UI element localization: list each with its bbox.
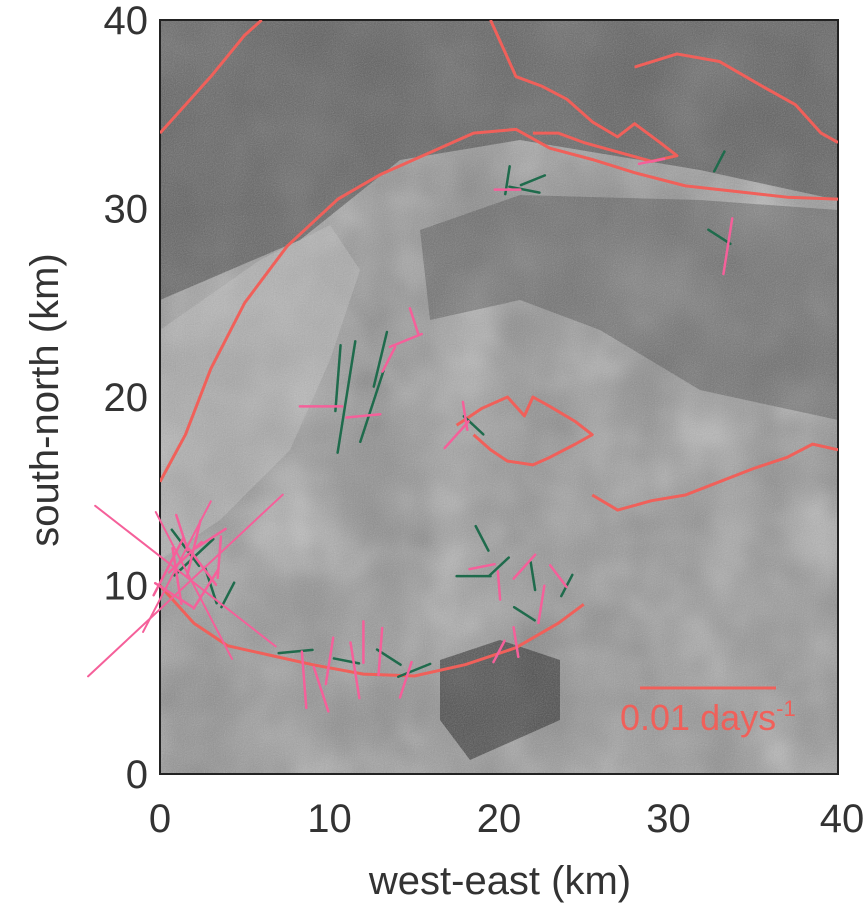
- green-strain-tick-16: [359, 369, 385, 444]
- pink-strain-tick-11: [300, 650, 308, 710]
- glacier-outline-3: [455, 395, 594, 467]
- pink-strain-tick-21: [537, 584, 546, 625]
- pink-strain-tick-22: [548, 563, 568, 589]
- glacier-outline-2: [160, 584, 585, 678]
- green-strain-tick-24: [713, 150, 726, 173]
- pink-strain-tick-27: [388, 332, 423, 349]
- green-strain-tick-11: [529, 560, 537, 592]
- pink-strain-tick-4: [186, 519, 202, 577]
- pink-strain-tick-12: [324, 636, 335, 686]
- x-tick-label-30: 30: [646, 797, 691, 841]
- pink-strain-tick-14: [377, 626, 384, 677]
- green-strain-tick-23: [707, 228, 732, 246]
- pink-strain-tick-34: [722, 217, 734, 276]
- plot-frame: [159, 19, 839, 775]
- green-strain-tick-3: [220, 581, 236, 609]
- pink-strain-tick-13: [349, 641, 361, 700]
- glacier-outline-5: [160, 20, 263, 135]
- pink-strain-tick-30: [443, 420, 470, 450]
- green-strain-tick-1: [170, 528, 201, 568]
- pink-strain-tick-23: [512, 625, 520, 659]
- long-pink-strain-tick-4: [154, 511, 234, 660]
- x-tick-label-0: 0: [149, 797, 171, 841]
- pink-strain-tick-6: [194, 527, 227, 550]
- pink-strain-tick-29: [381, 345, 397, 373]
- y-axis-ticks: 0 10 20 30 40: [104, 0, 149, 797]
- y-tick-label-0: 0: [126, 753, 148, 797]
- x-tick-label-40: 40: [820, 797, 865, 841]
- pink-strain-tick-9: [174, 513, 190, 552]
- pink-strain-tick-7: [153, 581, 194, 608]
- pink-strain-tick-15: [398, 660, 413, 699]
- pink-strain-tick-10: [192, 568, 220, 610]
- green-strain-tick-14: [512, 605, 536, 622]
- pink-strain-tick-31: [461, 400, 469, 432]
- y-tick-label-20: 20: [104, 376, 149, 420]
- long-pink-strain-tick-3: [142, 500, 212, 633]
- pink-strain-tick-33: [637, 157, 666, 166]
- pink-strain-tick-18: [468, 562, 496, 571]
- x-tick-label-20: 20: [477, 797, 522, 841]
- glacier-outline-4: [591, 442, 838, 512]
- x-axis-label: west-east (km): [368, 859, 631, 903]
- pink-strain-tick-28: [408, 307, 420, 337]
- satellite-image: [160, 20, 838, 774]
- green-strain-tick-18: [334, 344, 342, 413]
- scale-bar-label: 0.01 days-1: [620, 696, 796, 738]
- y-tick-label-40: 40: [104, 0, 149, 43]
- green-strain-tick-5: [277, 648, 314, 655]
- green-strain-tick-17: [372, 330, 389, 388]
- x-tick-label-10: 10: [307, 797, 352, 841]
- scale-bar: 0.01 days-1: [620, 686, 796, 738]
- long-pink-strain-tick-1: [87, 493, 284, 678]
- glacier-outline-1: [160, 127, 838, 483]
- y-tick-label-10: 10: [104, 565, 149, 609]
- pink-strain-tick-2: [171, 546, 183, 606]
- green-strain-tick-10: [488, 556, 510, 577]
- green-strain-tick-19: [462, 414, 485, 436]
- glacier-outline-7: [634, 52, 838, 144]
- long-pink-strain-tick-2: [94, 504, 277, 648]
- pink-strain-tick-16: [312, 665, 330, 713]
- pink-strain-tick-24: [492, 639, 506, 664]
- x-axis-ticks: 0 10 20 30 40: [149, 797, 864, 841]
- glacier-outlines: [160, 20, 838, 678]
- green-strain-tick-21: [508, 185, 541, 194]
- pink-strain-tick-20: [512, 553, 537, 580]
- strain-rate-marks: [87, 150, 734, 713]
- pink-strain-tick-26: [345, 412, 382, 419]
- glacier-outline-6: [489, 20, 679, 163]
- green-strain-tick-7: [397, 662, 432, 679]
- pink-strain-tick-19: [496, 570, 502, 601]
- green-strain-tick-22: [519, 174, 547, 187]
- y-tick-label-30: 30: [104, 188, 149, 232]
- green-strain-tick-15: [336, 340, 357, 454]
- green-strain-tick-9: [474, 524, 490, 552]
- y-axis-label: south-north (km): [23, 253, 67, 546]
